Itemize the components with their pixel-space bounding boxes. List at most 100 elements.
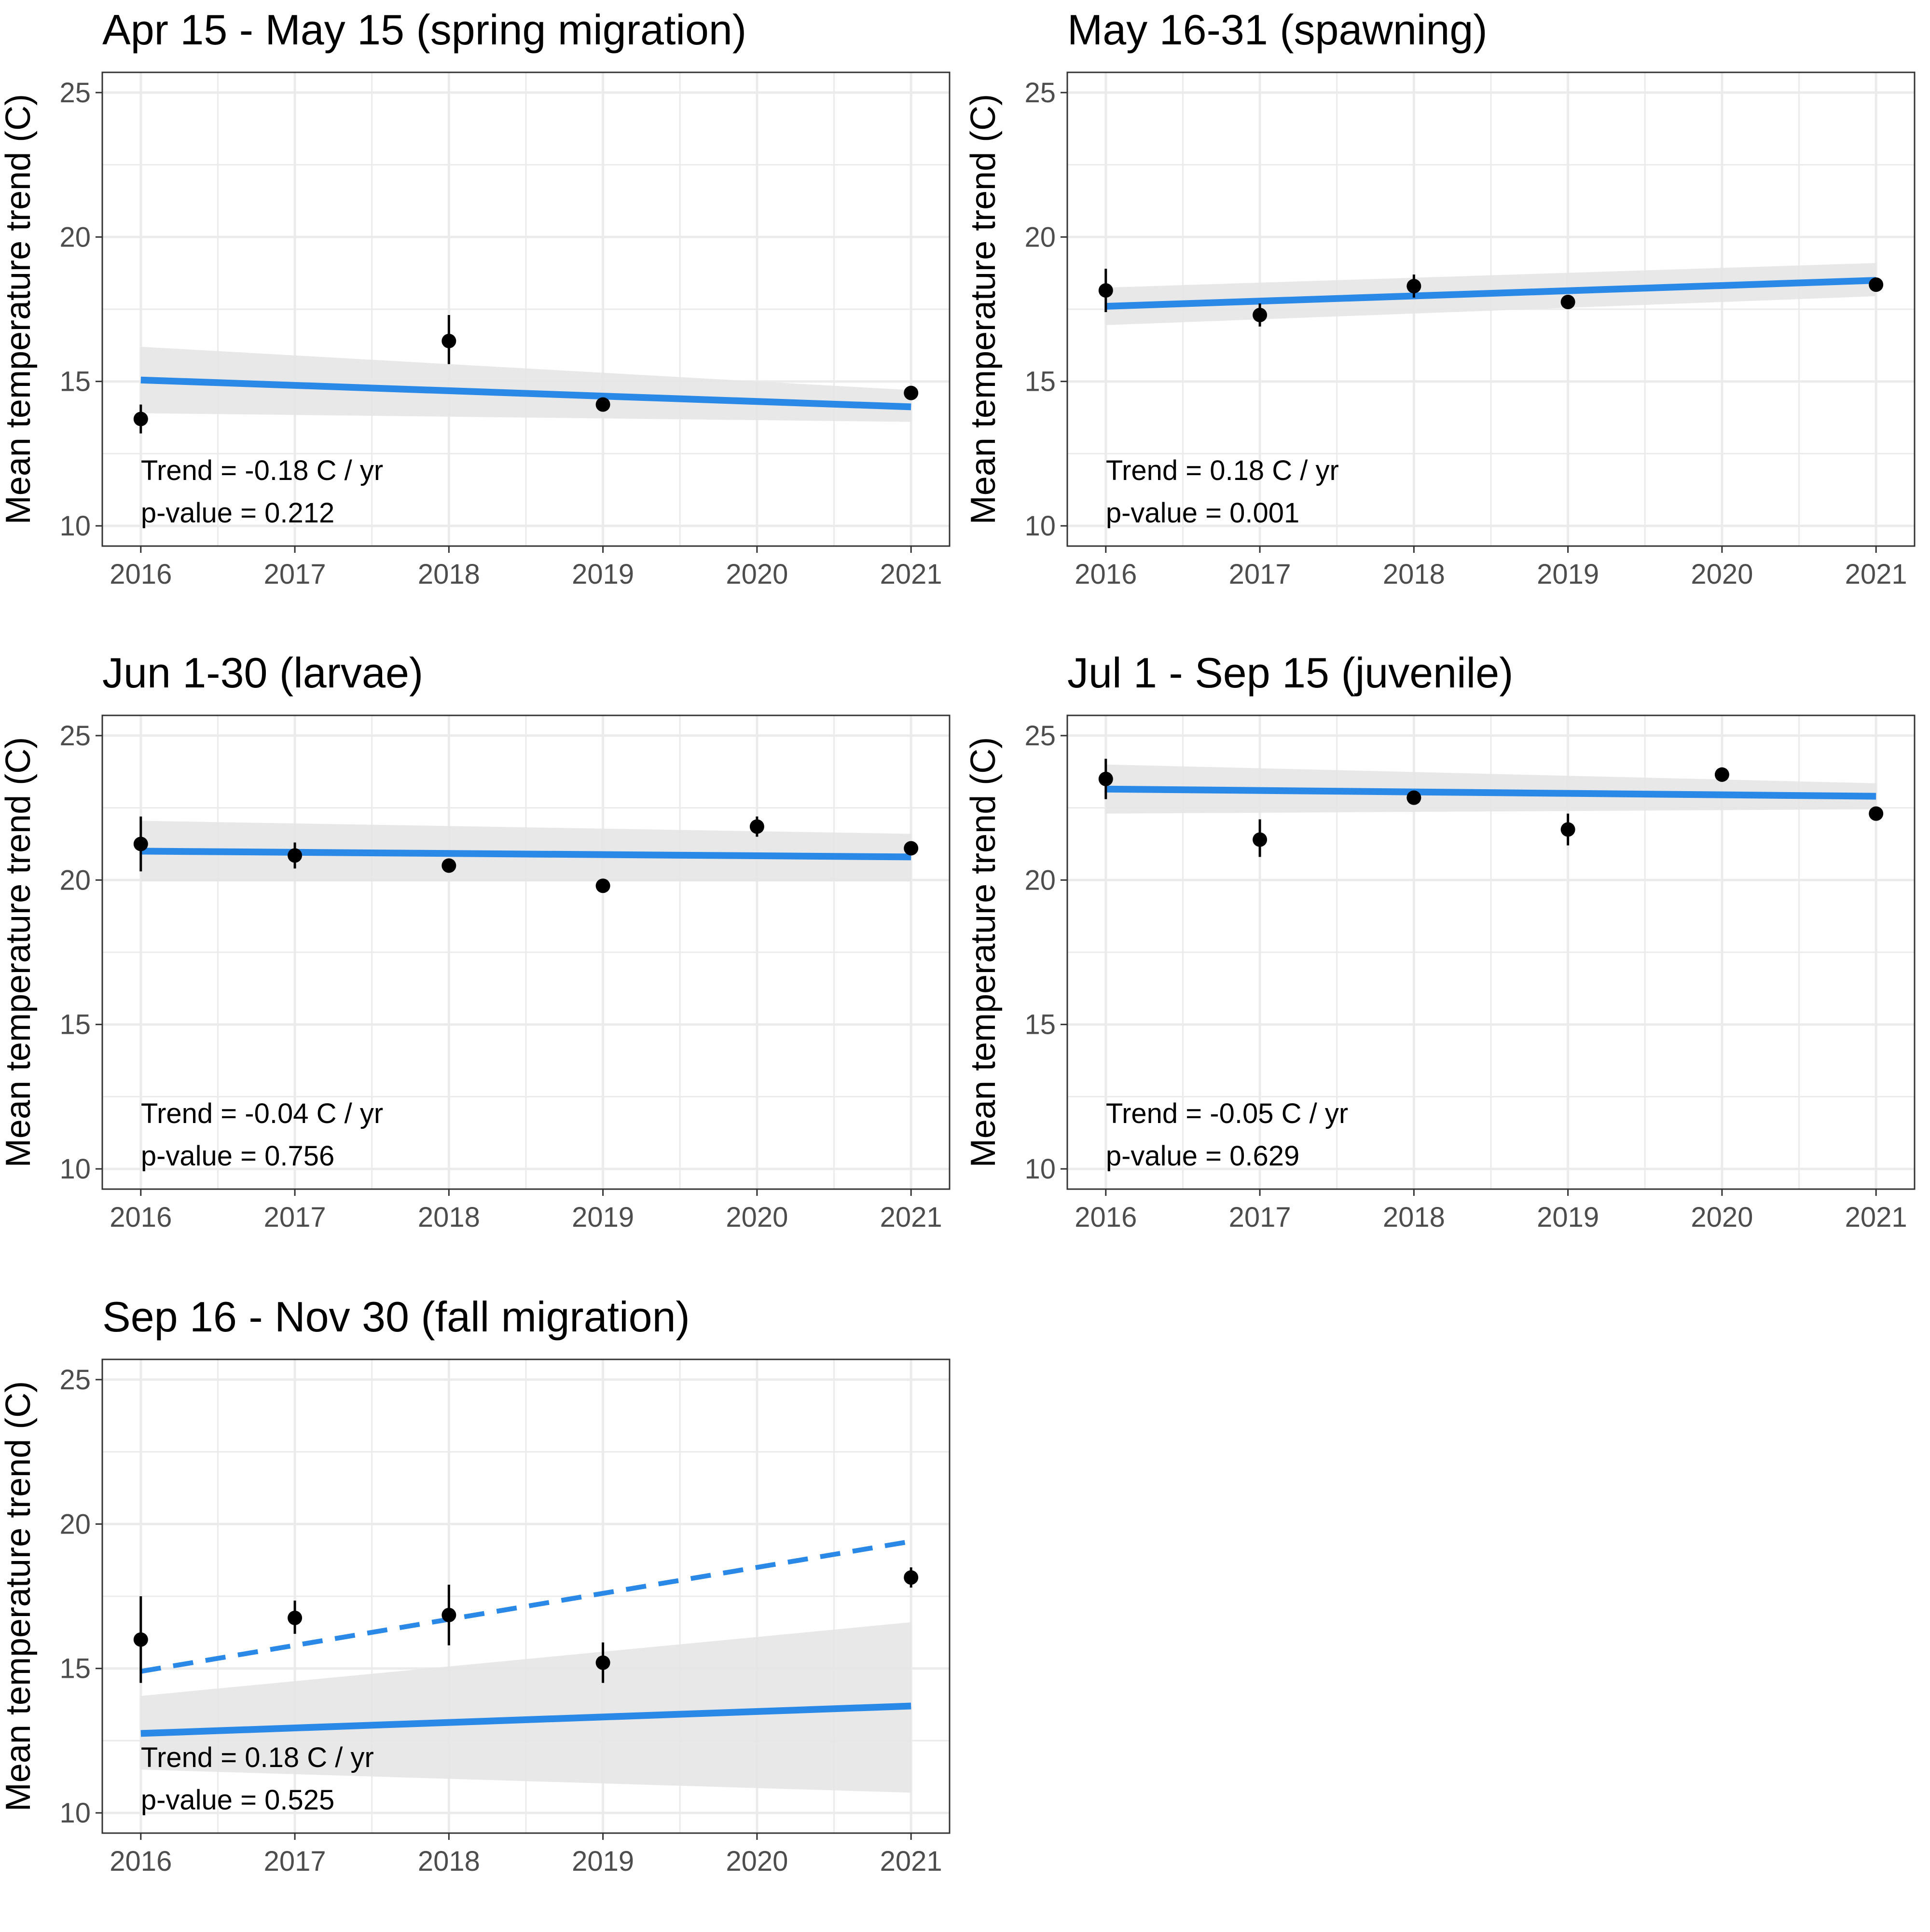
- x-tick-label: 2021: [1845, 1202, 1907, 1233]
- x-tick-label: 2021: [1845, 559, 1907, 590]
- pvalue-annotation: p-value = 0.001: [1106, 497, 1299, 529]
- y-tick-label: 25: [59, 1364, 91, 1396]
- data-point: [1714, 767, 1729, 782]
- y-tick-label: 25: [59, 77, 91, 109]
- x-tick-label: 2018: [1383, 559, 1445, 590]
- x-tick-label: 2020: [1691, 559, 1753, 590]
- panel-border: [1066, 714, 1916, 1190]
- panel-border: [101, 1358, 951, 1834]
- trend-annotation: Trend = 0.18 C / yr: [141, 1742, 374, 1773]
- y-tick-label: 25: [1024, 720, 1056, 752]
- trend-line: [140, 1702, 911, 1737]
- data-point: [1406, 790, 1421, 805]
- y-axis-label: Mean temperature trend (C): [0, 94, 38, 524]
- panel-4: 2016 2017 2018 2019 2020 2021 10 15 20 25 Jul 1 - …: [964, 649, 1916, 1233]
- data-point: [595, 878, 610, 893]
- panel-title: Apr 15 - May 15 (spring migration): [102, 6, 746, 54]
- x-tick-label: 2020: [1691, 1202, 1753, 1233]
- y-tick-label: 25: [1024, 77, 1056, 109]
- x-tick-label: 2017: [264, 1202, 326, 1233]
- x-tick-label: 2017: [1229, 1202, 1291, 1233]
- data-point: [1253, 832, 1268, 847]
- data-point: [133, 836, 148, 851]
- pvalue-annotation: p-value = 0.212: [141, 497, 334, 529]
- y-tick-label: 15: [59, 1009, 91, 1041]
- panel-title: Sep 16 - Nov 30 (fall migration): [102, 1293, 690, 1341]
- data-point: [904, 841, 919, 856]
- x-tick-label: 2016: [110, 559, 172, 590]
- data-point: [1560, 822, 1575, 837]
- x-tick-label: 2016: [110, 1202, 172, 1233]
- x-tick-label: 2021: [880, 1846, 942, 1877]
- x-tick-label: 2019: [572, 1202, 634, 1233]
- x-tick-label: 2019: [572, 559, 634, 590]
- panel-1: 2016 2017 2018 2019 2020 2021 10 15 20 25 Apr 15 -…: [0, 6, 951, 590]
- x-tick-label: 2017: [1229, 559, 1291, 590]
- x-tick-label: 2019: [1537, 1202, 1599, 1233]
- data-point: [1098, 771, 1113, 786]
- panel-border: [101, 714, 951, 1190]
- confidence-band: [1105, 764, 1876, 814]
- panel-title: May 16-31 (spawning): [1067, 6, 1488, 54]
- x-tick-label: 2018: [1383, 1202, 1445, 1233]
- data-point: [749, 819, 764, 834]
- panel-3: 2016 2017 2018 2019 2020 2021 10 15 20 25 Jun 1-30…: [0, 649, 951, 1233]
- data-point: [1406, 279, 1421, 294]
- y-tick-label: 20: [1024, 864, 1056, 896]
- y-tick-label: 10: [59, 1797, 91, 1829]
- panel-2: 2016 2017 2018 2019 2020 2021 10 15 20 25 May 16-3…: [964, 6, 1916, 590]
- x-tick-label: 2016: [110, 1846, 172, 1877]
- data-point: [595, 1655, 610, 1670]
- data-point: [904, 385, 919, 400]
- data-point: [133, 411, 148, 426]
- data-point: [1869, 277, 1884, 292]
- y-tick-label: 15: [1024, 1009, 1056, 1041]
- pvalue-annotation: p-value = 0.629: [1106, 1140, 1299, 1172]
- data-point: [288, 1610, 303, 1625]
- x-tick-label: 2021: [880, 559, 942, 590]
- y-tick-label: 10: [59, 1153, 91, 1185]
- panel-5: 2016 2017 2018 2019 2020 2021 10 15 20 25 Sep 16 -…: [0, 1293, 951, 1877]
- y-tick-label: 10: [1024, 510, 1056, 542]
- x-tick-label: 2017: [264, 1846, 326, 1877]
- y-tick-label: 20: [59, 1508, 91, 1540]
- y-axis-label: Mean temperature trend (C): [0, 1381, 38, 1811]
- x-tick-label: 2016: [1075, 1202, 1137, 1233]
- panel-title: Jun 1-30 (larvae): [102, 649, 423, 697]
- data-point: [1560, 295, 1575, 310]
- panel-title: Jul 1 - Sep 15 (juvenile): [1067, 649, 1513, 697]
- trend-line: [1105, 277, 1876, 310]
- x-tick-label: 2019: [572, 1846, 634, 1877]
- trend-line: [140, 376, 911, 411]
- panel-border: [101, 71, 951, 547]
- panel-border: [1066, 71, 1916, 547]
- data-point: [1869, 806, 1884, 821]
- pvalue-annotation: p-value = 0.756: [141, 1140, 334, 1172]
- data-point: [441, 1607, 456, 1622]
- x-tick-label: 2016: [1075, 559, 1137, 590]
- data-point: [441, 858, 456, 873]
- trend-annotation: Trend = -0.18 C / yr: [141, 455, 383, 486]
- trend-line: [1105, 785, 1876, 800]
- x-tick-label: 2018: [418, 1202, 480, 1233]
- data-point: [904, 1570, 919, 1585]
- data-point: [133, 1632, 148, 1647]
- data-point: [595, 397, 610, 412]
- y-tick-label: 15: [59, 1653, 91, 1685]
- data-point: [1098, 283, 1113, 298]
- y-axis-label: Mean temperature trend (C): [964, 737, 1003, 1167]
- confidence-band: [140, 1622, 911, 1793]
- y-tick-label: 25: [59, 720, 91, 752]
- y-tick-label: 20: [1024, 221, 1056, 253]
- y-tick-label: 15: [59, 366, 91, 397]
- data-point: [288, 848, 303, 863]
- pvalue-annotation: p-value = 0.525: [141, 1784, 334, 1816]
- trend-annotation: Trend = -0.04 C / yr: [141, 1098, 383, 1129]
- x-tick-label: 2020: [726, 1202, 788, 1233]
- y-tick-label: 20: [59, 864, 91, 896]
- y-axis-label: Mean temperature trend (C): [0, 737, 38, 1167]
- x-tick-label: 2017: [264, 559, 326, 590]
- x-tick-label: 2018: [418, 559, 480, 590]
